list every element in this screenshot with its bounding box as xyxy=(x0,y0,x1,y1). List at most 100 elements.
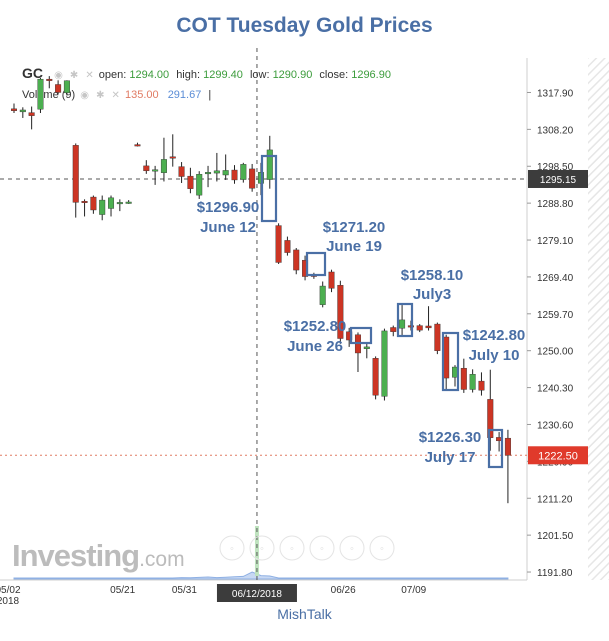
y-tick-label: 1230.60 xyxy=(537,420,574,431)
annotation-box xyxy=(305,251,327,277)
candle xyxy=(72,143,79,218)
candle-body xyxy=(213,170,220,174)
candle xyxy=(363,342,370,359)
nav-forward-icon-glyph: ◦ xyxy=(380,543,384,555)
low-value: 1290.90 xyxy=(272,69,313,81)
open-label: open: xyxy=(98,69,127,81)
high-label: high: xyxy=(176,69,201,81)
nav-back-icon-glyph: ◦ xyxy=(230,543,234,555)
candle xyxy=(116,199,123,212)
close-icon[interactable]: ✕ xyxy=(85,70,94,81)
candle-body xyxy=(328,271,335,289)
chart-title: COT Tuesday Gold Prices xyxy=(176,14,433,37)
gear-icon[interactable]: ✱ xyxy=(96,90,105,101)
annotation-price: $1252.80 xyxy=(284,318,347,335)
zoom-in-icon-ring xyxy=(309,535,335,561)
annotation-date: June 26 xyxy=(287,338,343,355)
nav-forward-icon[interactable]: ◦ xyxy=(369,535,395,561)
reset-icon[interactable]: ◦ xyxy=(279,535,305,561)
annotation-price: $1258.10 xyxy=(401,267,464,284)
candle xyxy=(416,324,423,333)
candle-body xyxy=(160,159,167,173)
candle xyxy=(99,195,106,221)
volume-bar-spike xyxy=(254,526,259,576)
zoom-out-icon[interactable]: ◦ xyxy=(249,535,275,561)
candle-body xyxy=(390,327,397,332)
x-tick-label: 05/02 xyxy=(0,585,21,596)
candle xyxy=(19,107,26,118)
scrollbar-strip xyxy=(588,58,609,580)
close-icon[interactable]: ✕ xyxy=(111,90,120,101)
candle-body xyxy=(381,330,388,397)
candle-body xyxy=(222,170,229,176)
candle xyxy=(478,372,485,396)
high-value: 1299.40 xyxy=(203,69,243,81)
y-tick-label: 1191.80 xyxy=(537,568,573,579)
candle-body xyxy=(99,199,106,215)
x-tick-label: 05/21 xyxy=(110,585,135,596)
gear-icon[interactable]: ✱ xyxy=(69,70,79,81)
annotation-date: June 19 xyxy=(326,238,382,255)
candle xyxy=(152,165,159,185)
annotation-price: $1226.30 xyxy=(419,429,482,446)
candle xyxy=(46,76,53,89)
candle xyxy=(381,328,388,401)
candle-body xyxy=(10,108,17,111)
pan-icon[interactable]: ◦ xyxy=(339,535,365,561)
candle-body xyxy=(469,374,476,390)
candle xyxy=(205,165,212,188)
candle xyxy=(390,325,397,337)
candle-body xyxy=(407,325,414,328)
candle-body xyxy=(504,437,511,456)
eye-icon[interactable]: ◉ xyxy=(80,90,89,101)
candle xyxy=(249,163,256,192)
candle-body xyxy=(28,112,35,116)
nav-back-icon[interactable]: ◦ xyxy=(219,535,245,561)
crosshair-price-label: 1295.15 xyxy=(540,175,577,186)
volume-legend: Volume (9) ◉ ✱ ✕ 135.00 291.67 | xyxy=(22,89,211,101)
candle xyxy=(275,223,282,264)
candle xyxy=(187,167,194,194)
candle xyxy=(487,369,494,451)
candle-body xyxy=(231,169,238,181)
x-tick-label: 07/09 xyxy=(401,585,426,596)
candle-body xyxy=(81,201,88,203)
eye-icon[interactable]: ◉ xyxy=(54,70,63,81)
x-tick-label: 05/31 xyxy=(172,585,197,596)
annotation-box xyxy=(260,154,278,223)
annotation-price: $1271.20 xyxy=(323,219,386,236)
candle-body xyxy=(249,168,256,189)
logo-suffix: .com xyxy=(139,548,185,571)
candle xyxy=(293,248,300,275)
annotation-box xyxy=(487,428,504,469)
candle-body xyxy=(460,367,467,390)
candle xyxy=(55,80,62,95)
candle-body xyxy=(487,399,494,438)
zoom-out-icon-glyph: ◦ xyxy=(260,543,264,555)
candle-body xyxy=(363,346,370,349)
candle-body xyxy=(434,323,441,351)
candle xyxy=(425,306,432,331)
annotation-box xyxy=(396,302,414,338)
symbol-label[interactable]: GC xyxy=(22,65,43,81)
candle-body xyxy=(46,78,53,81)
candle-body xyxy=(55,84,62,93)
candle xyxy=(196,171,203,199)
volume-value-1: 135.00 xyxy=(124,89,159,101)
nav-forward-icon-ring xyxy=(369,535,395,561)
annotation-date: July3 xyxy=(413,286,451,303)
candle xyxy=(125,200,132,204)
candle-body xyxy=(143,165,150,172)
zoom-in-icon[interactable]: ◦ xyxy=(309,535,335,561)
crosshair-date-tag xyxy=(216,584,297,602)
annotation-box xyxy=(441,331,460,392)
candle xyxy=(443,334,450,391)
close-label: close: xyxy=(319,69,349,81)
annotation-date: July 10 xyxy=(469,347,520,364)
volume-label[interactable]: Volume (9) xyxy=(22,89,76,101)
candle-body xyxy=(205,172,212,175)
x-tick-sublabel: 2018 xyxy=(0,596,20,607)
y-tick-label: 1250.00 xyxy=(537,347,574,358)
candle-body xyxy=(284,240,291,253)
